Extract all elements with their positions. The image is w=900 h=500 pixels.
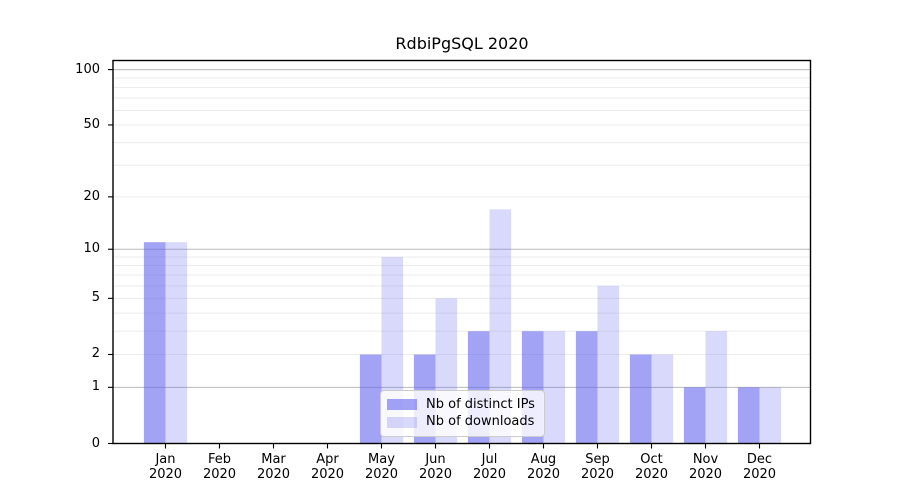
x-tick-label: Jan 2020: [148, 452, 183, 482]
y-tick-label: 0: [91, 435, 100, 451]
bar: [683, 387, 706, 444]
x-tick-label: Sep 2020: [580, 452, 615, 482]
tick-marks: [108, 69, 761, 449]
plot-border: [112, 59, 812, 445]
y-tick-label: 2: [91, 346, 100, 362]
x-tick-label: May 2020: [364, 452, 399, 482]
y-tick-label: 20: [83, 188, 100, 204]
bar: [143, 242, 166, 444]
legend-swatch-downloads: [387, 416, 417, 428]
y-tick-label: 100: [75, 61, 100, 77]
x-tick-label: Aug 2020: [526, 452, 561, 482]
y-tick-label: 50: [83, 116, 100, 132]
x-tick-label: Oct 2020: [634, 452, 669, 482]
legend-entry-distinct-ips: Nb of distinct IPs: [387, 396, 536, 413]
bar: [629, 354, 652, 444]
x-tick-label: Jun 2020: [418, 452, 453, 482]
bar: [359, 354, 382, 444]
bar: [543, 331, 566, 444]
x-tick-label: Apr 2020: [310, 452, 345, 482]
legend: Nb of distinct IPs Nb of downloads: [380, 390, 545, 437]
legend-label-downloads: Nb of downloads: [426, 414, 535, 430]
bar: [705, 331, 728, 444]
legend-label-distinct-ips: Nb of distinct IPs: [426, 396, 535, 412]
x-tick-label: Jul 2020: [472, 452, 507, 482]
chart-title: RdbiPgSQL 2020: [395, 34, 529, 53]
bar: [737, 387, 760, 444]
x-tick-label: Feb 2020: [202, 452, 237, 482]
y-tick-label: 1: [91, 379, 100, 395]
gridlines: [113, 69, 811, 388]
x-tick-label: Nov 2020: [688, 452, 723, 482]
bar-series-0: [143, 242, 760, 444]
bar: [165, 242, 188, 444]
bar: [597, 285, 620, 444]
x-tick-label: Mar 2020: [256, 452, 291, 482]
y-tick-label: 10: [83, 241, 100, 257]
bar: [759, 387, 782, 444]
bar: [489, 209, 512, 444]
bar: [575, 331, 598, 444]
y-tick-label: 5: [91, 290, 100, 306]
x-tick-label: Dec 2020: [742, 452, 777, 482]
legend-entry-downloads: Nb of downloads: [387, 414, 536, 431]
bar: [651, 354, 674, 444]
legend-swatch-distinct-ips: [387, 399, 417, 411]
